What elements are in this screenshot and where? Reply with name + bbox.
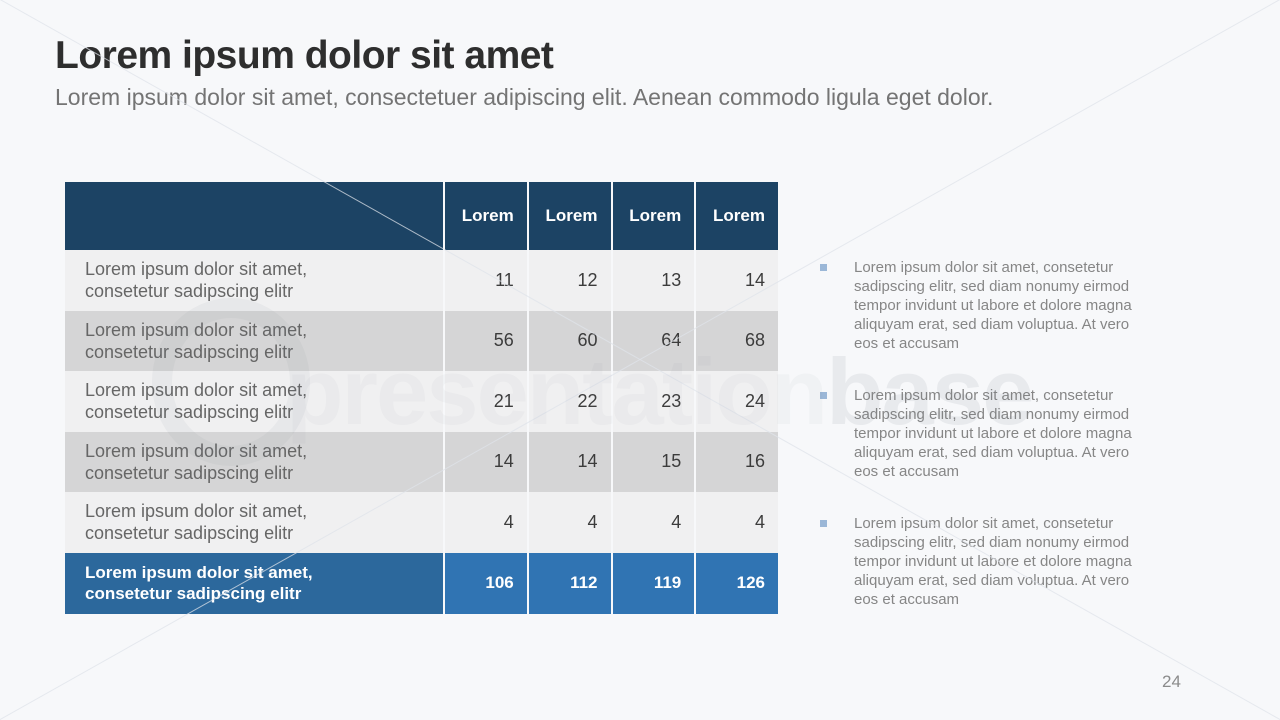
total-value-cell: 126 (696, 552, 778, 614)
row-value-cell: 12 (528, 250, 611, 311)
row-value-cell: 21 (445, 371, 527, 432)
row-value-cell: 56 (445, 310, 527, 371)
bullet-text: Lorem ipsum dolor sit amet, consetetur s… (854, 387, 1132, 480)
row-value-cell: 16 (696, 431, 778, 492)
table-header-spacer-cell (65, 182, 443, 250)
row-value-cell: 64 (612, 310, 695, 371)
table-row: Lorem ipsum dolor sit amet, consetetur s… (65, 492, 778, 553)
bullet-item: Lorem ipsum dolor sit amet, consetetur s… (820, 386, 1154, 481)
total-label-cell: Lorem ipsum dolor sit amet, consetetur s… (65, 552, 443, 614)
bullet-item: Lorem ipsum dolor sit amet, consetetur s… (820, 258, 1154, 353)
table-total-row: Lorem ipsum dolor sit amet, consetetur s… (65, 552, 778, 614)
row-value-cell: 4 (696, 492, 778, 553)
row-value-cell: 4 (445, 492, 527, 553)
bullet-text: Lorem ipsum dolor sit amet, consetetur s… (854, 515, 1132, 608)
row-label-line1: Lorem ipsum dolor sit amet, (85, 440, 308, 461)
page-title: Lorem ipsum dolor sit amet (55, 34, 554, 77)
table-row: Lorem ipsum dolor sit amet, consetetur s… (65, 250, 778, 311)
row-label-line2: consetetur sadipscing elitr (85, 402, 294, 423)
row-label-cell: Lorem ipsum dolor sit amet, consetetur s… (65, 431, 443, 492)
row-value-cell: 4 (528, 492, 611, 553)
row-value-cell: 22 (528, 371, 611, 432)
row-label-cell: Lorem ipsum dolor sit amet, consetetur s… (65, 310, 443, 371)
row-value-cell: 13 (612, 250, 695, 311)
page-number: 24 (1162, 672, 1181, 691)
row-label-cell: Lorem ipsum dolor sit amet, consetetur s… (65, 492, 443, 553)
row-value-cell: 24 (696, 371, 778, 432)
page-subtitle: Lorem ipsum dolor sit amet, consectetuer… (55, 84, 994, 110)
row-label-line2: consetetur sadipscing elitr (85, 281, 294, 302)
row-value-cell: 14 (696, 250, 778, 311)
row-label-line2: consetetur sadipscing elitr (85, 341, 294, 362)
table-column-header: Lorem (445, 182, 527, 250)
total-value-cell: 119 (612, 552, 695, 614)
row-label-line2: consetetur sadipscing elitr (85, 462, 294, 483)
row-value-cell: 11 (445, 250, 527, 311)
bullet-text: Lorem ipsum dolor sit amet, consetetur s… (854, 259, 1132, 352)
row-label-line2: consetetur sadipscing elitr (85, 523, 294, 544)
bullet-square-icon (820, 520, 827, 527)
row-label-cell: Lorem ipsum dolor sit amet, consetetur s… (65, 371, 443, 432)
data-table: Lorem Lorem Lorem Lorem Lorem ipsum dolo… (65, 182, 778, 614)
table-row: Lorem ipsum dolor sit amet, consetetur s… (65, 371, 778, 432)
bullet-list: Lorem ipsum dolor sit amet, consetetur s… (820, 258, 1154, 642)
row-value-cell: 14 (528, 431, 611, 492)
total-value-cell: 106 (445, 552, 527, 614)
row-label-line1: Lorem ipsum dolor sit amet, (85, 380, 308, 401)
row-value-cell: 15 (612, 431, 695, 492)
row-label-line1: Lorem ipsum dolor sit amet, (85, 319, 308, 340)
table-header-row: Lorem Lorem Lorem Lorem (65, 182, 778, 250)
row-value-cell: 23 (612, 371, 695, 432)
bullet-item: Lorem ipsum dolor sit amet, consetetur s… (820, 514, 1154, 609)
table-column-header: Lorem (528, 182, 611, 250)
row-value-cell: 68 (696, 310, 778, 371)
row-label-line1: Lorem ipsum dolor sit amet, (85, 501, 308, 522)
bullet-square-icon (820, 264, 827, 271)
row-value-cell: 60 (528, 310, 611, 371)
bullet-square-icon (820, 392, 827, 399)
total-label-line1: Lorem ipsum dolor sit amet, (85, 563, 313, 582)
table-column-header: Lorem (696, 182, 778, 250)
row-value-cell: 4 (612, 492, 695, 553)
total-label-line2: consetetur sadipscing elitr (85, 584, 302, 603)
table-column-header: Lorem (612, 182, 695, 250)
table-row: Lorem ipsum dolor sit amet, consetetur s… (65, 431, 778, 492)
row-label-line1: Lorem ipsum dolor sit amet, (85, 259, 308, 280)
total-value-cell: 112 (528, 552, 611, 614)
row-label-cell: Lorem ipsum dolor sit amet, consetetur s… (65, 250, 443, 311)
table-row: Lorem ipsum dolor sit amet, consetetur s… (65, 310, 778, 371)
row-value-cell: 14 (445, 431, 527, 492)
